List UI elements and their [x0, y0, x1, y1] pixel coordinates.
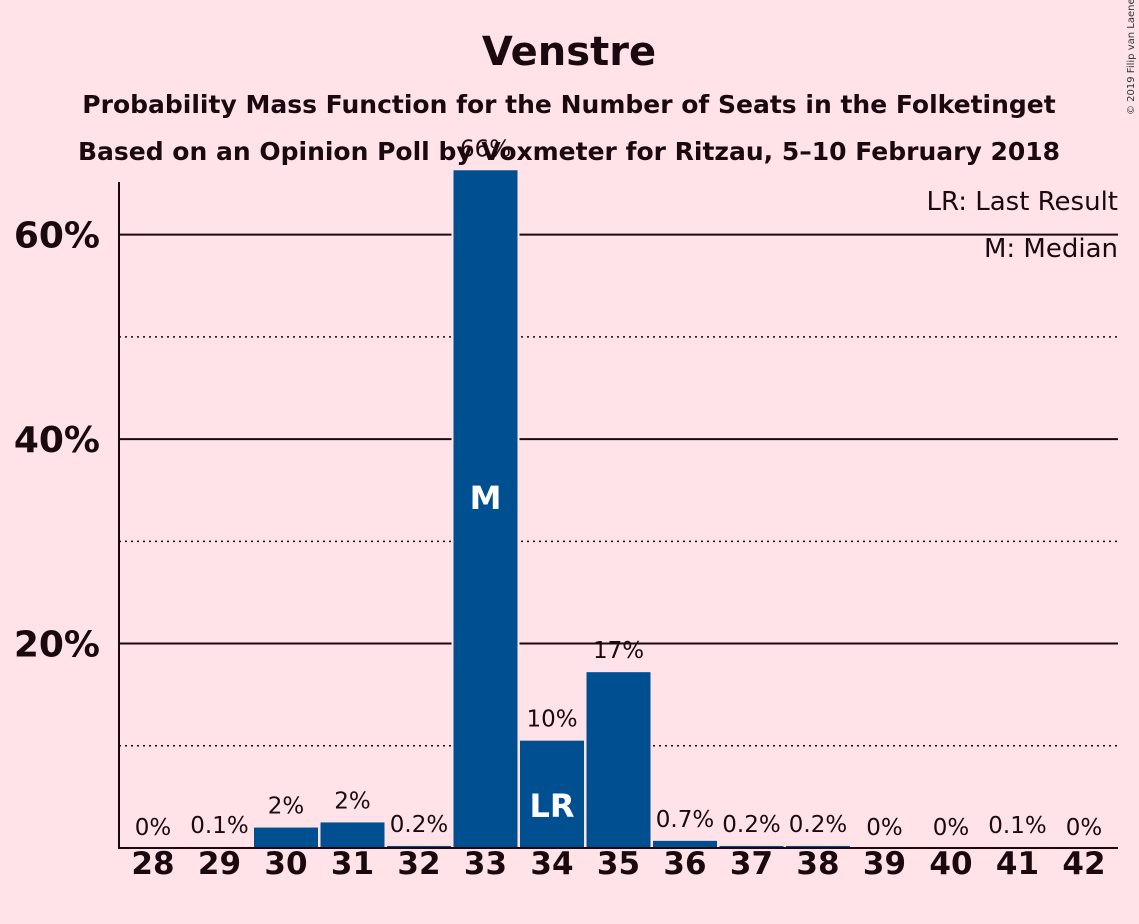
x-tick-label: 38	[796, 846, 839, 882]
bar-35	[586, 672, 651, 848]
value-label-32: 0.2%	[390, 812, 448, 838]
value-label-33: 66%	[460, 136, 511, 162]
x-tick-label: 42	[1062, 846, 1105, 882]
bar-37	[719, 845, 784, 848]
x-tick-label: 40	[929, 846, 972, 882]
value-label-31: 2%	[334, 788, 371, 814]
value-label-37: 0.2%	[722, 812, 780, 838]
chart-subtitle-1: Probability Mass Function for the Number…	[82, 90, 1055, 119]
chart-title: Venstre	[482, 29, 656, 75]
bar-31	[320, 822, 385, 848]
x-tick-label: 36	[663, 846, 706, 882]
bar-36	[653, 840, 717, 848]
x-tick-label: 28	[131, 846, 174, 882]
x-tick-label: 34	[530, 846, 573, 882]
value-label-42: 0%	[1066, 815, 1103, 841]
value-label-29: 0.1%	[190, 813, 248, 839]
bar-halo-41	[983, 844, 1052, 848]
x-tick-label: 32	[397, 846, 440, 882]
legend-median: M: Median	[984, 234, 1118, 264]
x-tick-label: 35	[597, 846, 640, 882]
x-tick-label: 29	[198, 846, 241, 882]
value-label-34: 10%	[526, 707, 577, 733]
value-labels: 0% 0.1% 2% 2% 0.2% 66% 10% 17% 0.7% 0.2% 0.2% 0% 0% 0…	[135, 136, 1103, 841]
x-axis-ticks: 28 29 30 31 32 33 34 35 36 37 38 39 40 41 42	[131, 846, 1105, 882]
value-label-39: 0%	[866, 815, 903, 841]
gridlines	[119, 233, 1118, 747]
y-tick-label: 60%	[14, 216, 100, 257]
chart-subtitle-2: Based on an Opinion Poll by Voxmeter for…	[78, 137, 1060, 166]
bar-halo-29	[185, 844, 254, 848]
x-tick-label: 39	[863, 846, 906, 882]
x-tick-label: 30	[264, 846, 307, 882]
x-tick-label: 31	[331, 846, 374, 882]
bar-30	[254, 827, 318, 848]
bar-32	[387, 845, 451, 848]
value-label-28: 0%	[135, 815, 172, 841]
bar-38	[786, 845, 850, 848]
legend-last-result: LR: Last Result	[926, 187, 1118, 217]
bar-34	[520, 740, 584, 848]
y-tick-label: 40%	[14, 420, 100, 461]
value-label-41: 0.1%	[988, 813, 1046, 839]
bar-33	[453, 170, 518, 848]
value-label-40: 0%	[933, 815, 970, 841]
x-tick-label: 41	[996, 846, 1039, 882]
y-axis-ticks: 20% 40% 60%	[14, 216, 100, 666]
x-tick-label: 33	[464, 846, 507, 882]
x-tick-label: 37	[730, 846, 773, 882]
median-marker: M	[470, 479, 502, 517]
last-result-marker: LR	[529, 787, 574, 825]
copyright-note: © 2019 Filip van Laenen	[1126, 0, 1137, 115]
bars: M LR	[185, 168, 1052, 848]
value-label-30: 2%	[268, 794, 305, 820]
value-label-38: 0.2%	[789, 812, 847, 838]
y-tick-label: 20%	[14, 625, 100, 666]
value-label-36: 0.7%	[656, 807, 714, 833]
value-label-35: 17%	[593, 638, 644, 664]
